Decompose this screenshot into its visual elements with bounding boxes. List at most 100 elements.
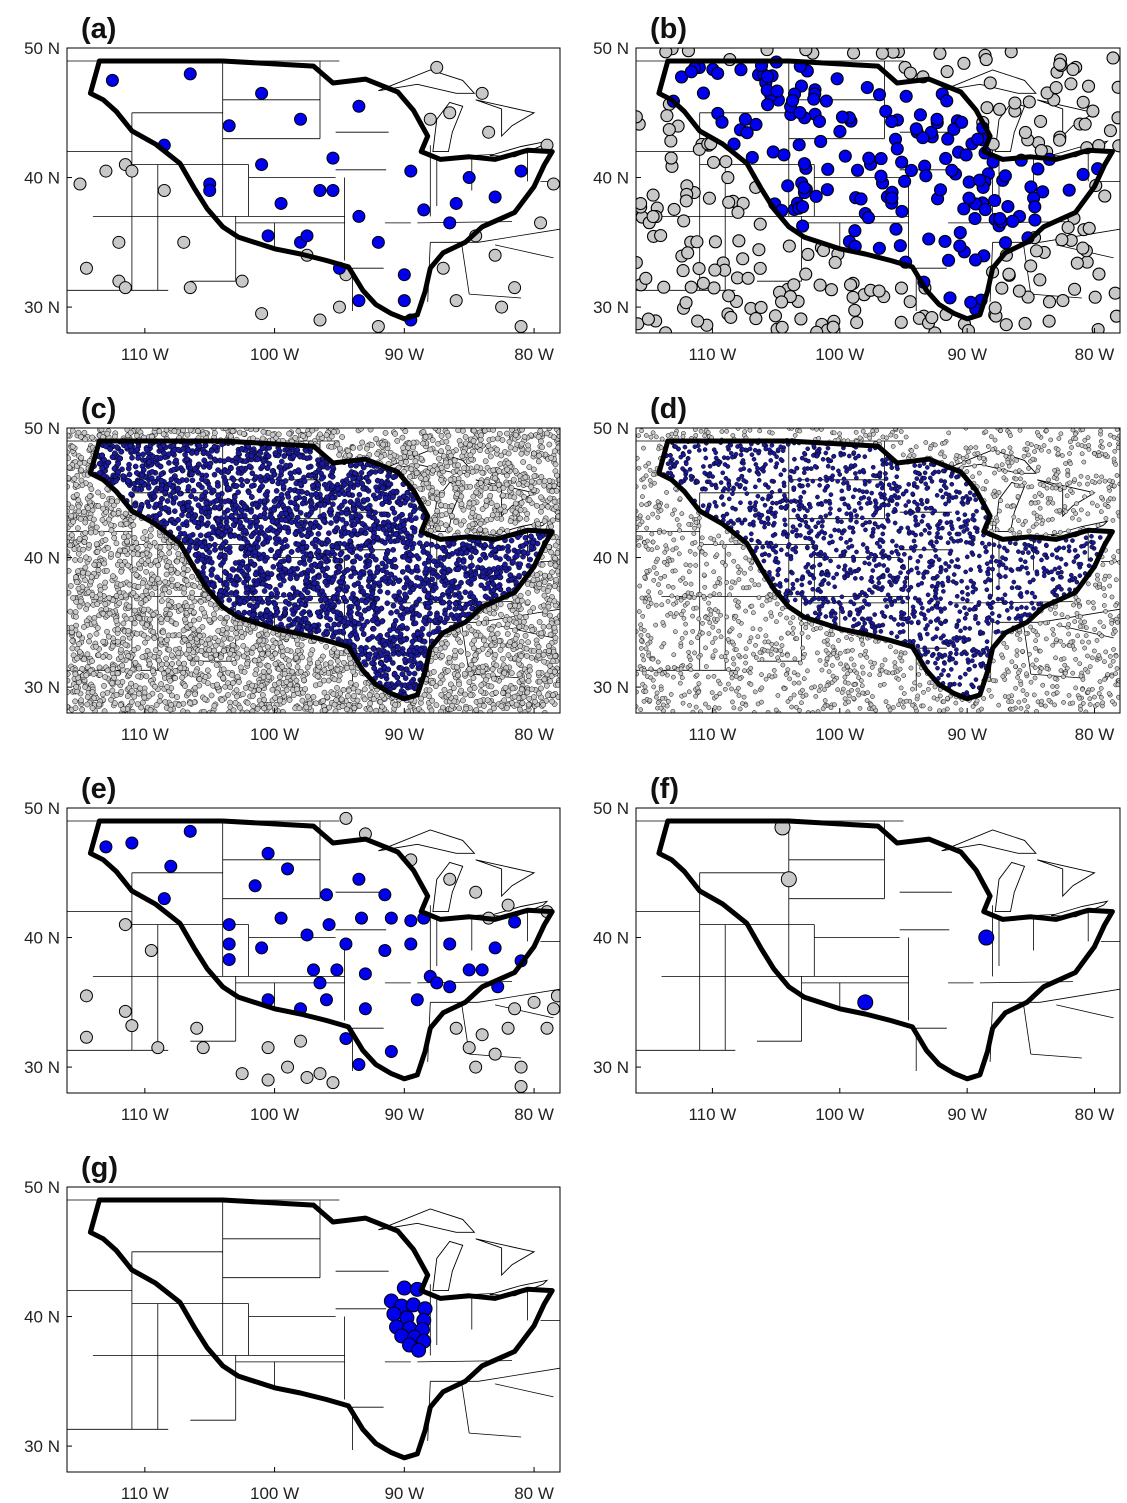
state-border	[478, 228, 560, 243]
station-dot	[89, 591, 96, 598]
x-tick-label: 80 W	[514, 345, 554, 364]
station-dot	[167, 677, 173, 684]
station-dot	[221, 635, 227, 642]
station-dot	[447, 452, 454, 459]
station-dot	[157, 544, 164, 551]
station-dot	[101, 560, 108, 567]
station-dot	[132, 659, 139, 666]
y-tick-label: 50 N	[593, 39, 629, 58]
station-dot	[72, 705, 79, 711]
station-dot	[80, 546, 87, 553]
station-in-basin	[300, 229, 314, 243]
station-dot	[131, 534, 138, 541]
station-dot	[1024, 259, 1038, 273]
station-dot	[446, 507, 453, 514]
station-dot	[722, 195, 736, 209]
station-dot	[172, 675, 179, 682]
station-dot	[724, 310, 738, 324]
station-dot	[504, 705, 510, 711]
station-dot	[719, 155, 733, 169]
station-dot	[211, 647, 218, 654]
station-dot	[351, 705, 358, 711]
station-dot	[103, 606, 109, 612]
station-dot	[294, 647, 301, 654]
station-dot	[539, 561, 546, 568]
station-dot	[77, 598, 84, 605]
station-dot	[76, 649, 83, 655]
station-dot	[451, 457, 458, 464]
station-dot	[500, 690, 506, 696]
station-dot	[445, 692, 452, 699]
station-dot	[957, 56, 971, 70]
station-dot	[147, 707, 154, 713]
station-dot	[541, 592, 548, 599]
station-dot	[334, 666, 341, 673]
station-dot	[512, 500, 519, 507]
station-dot	[207, 641, 213, 647]
station-dot	[470, 675, 477, 681]
station-dot	[82, 684, 88, 690]
station-dot	[388, 610, 394, 616]
station-dot	[933, 48, 947, 60]
station-dot	[476, 514, 482, 520]
station-outside	[488, 248, 502, 262]
station-dot	[150, 668, 156, 675]
station-dot	[885, 191, 899, 205]
station-dot	[78, 477, 85, 484]
station-dot	[774, 295, 789, 309]
station-dot	[112, 433, 118, 440]
station-dot	[289, 668, 296, 675]
station-dot	[281, 670, 288, 677]
station-dot	[903, 66, 917, 80]
station-dot	[437, 680, 444, 686]
station-dot	[478, 582, 485, 589]
station-dot	[664, 151, 678, 165]
station-dot	[91, 516, 97, 523]
station-dot	[941, 253, 956, 267]
station-dot	[382, 430, 389, 436]
station-dot	[524, 689, 531, 696]
station-dot	[88, 529, 94, 536]
station-dot	[770, 84, 784, 98]
station-dot	[548, 549, 554, 556]
station-dot	[73, 613, 79, 620]
station-dot	[189, 589, 196, 596]
station-dot	[148, 526, 154, 533]
station-dot	[373, 436, 379, 442]
station-dot	[127, 669, 134, 676]
station-dot	[447, 681, 454, 688]
station-dot	[454, 664, 460, 671]
station-dot	[511, 642, 518, 648]
station-dot	[374, 451, 381, 457]
axes-frame	[66, 47, 561, 334]
station-dot	[220, 648, 227, 654]
station-dot	[535, 458, 542, 465]
station-dot	[68, 624, 75, 631]
station-dot	[165, 667, 171, 674]
station-dot	[848, 224, 862, 238]
station-dot	[428, 707, 435, 713]
station-dot	[175, 660, 182, 666]
station-dot	[331, 701, 338, 708]
station-dot	[959, 148, 973, 162]
station-dot	[180, 627, 187, 634]
station-dot	[221, 620, 228, 626]
station-dot	[138, 558, 145, 564]
station-dot	[321, 707, 328, 713]
station-dot	[320, 698, 326, 704]
station-dot	[67, 608, 74, 615]
station-dot	[330, 691, 337, 697]
state-border	[495, 244, 554, 259]
station-dot	[334, 649, 341, 656]
station-dot	[244, 660, 250, 667]
station-dot	[453, 519, 459, 525]
station-dot	[130, 551, 137, 557]
station-dot	[497, 647, 504, 653]
station-dot	[80, 569, 86, 576]
station-dot	[104, 430, 111, 437]
station-dot	[372, 509, 378, 516]
station-dot	[472, 652, 479, 659]
station-dot	[117, 521, 124, 528]
station-dot	[543, 682, 550, 689]
station-in-basin	[274, 196, 288, 210]
